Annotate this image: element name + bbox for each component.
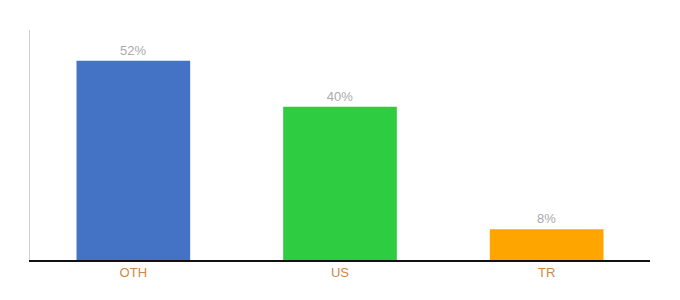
svg-text:TR: TR — [538, 265, 555, 280]
svg-text:52%: 52% — [120, 43, 146, 58]
svg-text:OTH: OTH — [120, 265, 147, 280]
svg-text:8%: 8% — [537, 211, 556, 226]
svg-text:US: US — [331, 265, 349, 280]
svg-text:40%: 40% — [327, 89, 353, 104]
